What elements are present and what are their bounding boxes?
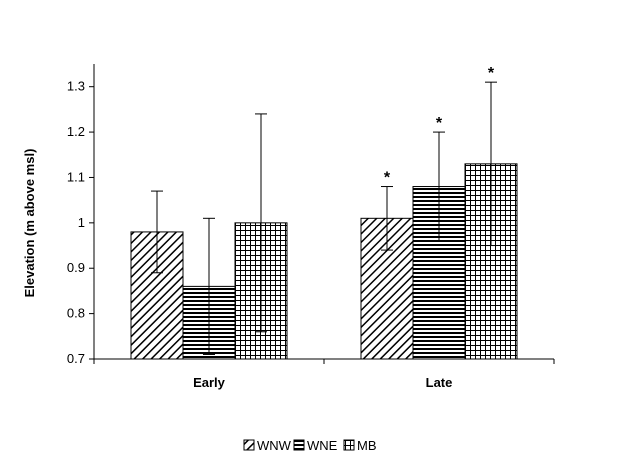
y-tick-label: 0.9 [67, 260, 85, 275]
x-category-label: Late [426, 375, 453, 390]
legend-swatch-wne [293, 439, 305, 451]
x-category-label: Early [193, 375, 226, 390]
y-axis-title: Elevation (m above msl) [22, 149, 37, 298]
significance-marker: * [436, 115, 443, 132]
legend-label-wne: WNE [307, 438, 338, 453]
legend-swatch-wnw [243, 439, 255, 451]
legend-swatch-mb [343, 439, 355, 451]
y-tick-label: 1.3 [67, 79, 85, 94]
legend-label-wnw: WNW [257, 438, 292, 453]
y-tick-label: 1.1 [67, 169, 85, 184]
y-tick-label: 1.2 [67, 124, 85, 139]
y-tick-label: 0.7 [67, 351, 85, 366]
significance-marker: * [488, 65, 495, 82]
legend-label-mb: MB [357, 438, 377, 453]
y-tick-label: 0.8 [67, 306, 85, 321]
y-tick-label: 1 [78, 215, 85, 230]
significance-marker: * [384, 170, 391, 187]
